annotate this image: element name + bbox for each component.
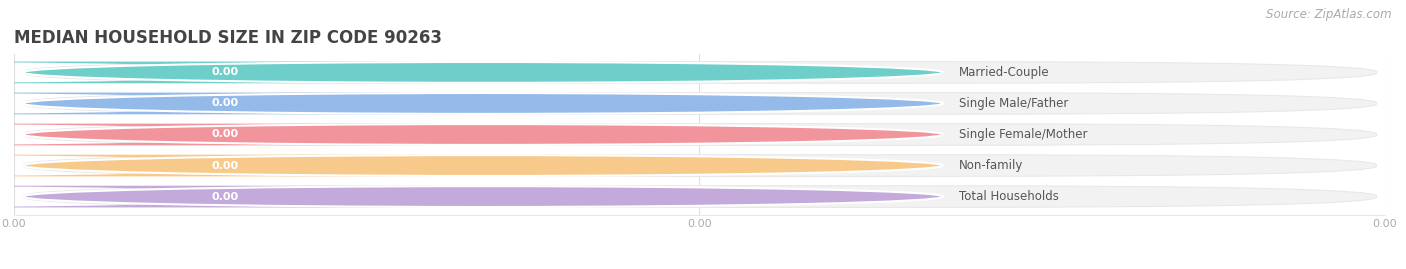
FancyBboxPatch shape [0, 62, 659, 83]
FancyBboxPatch shape [22, 62, 1376, 83]
Text: Non-family: Non-family [959, 159, 1024, 172]
Circle shape [22, 186, 943, 207]
Circle shape [22, 155, 943, 176]
FancyBboxPatch shape [0, 186, 659, 207]
Circle shape [22, 124, 943, 145]
FancyBboxPatch shape [0, 155, 659, 176]
Text: MEDIAN HOUSEHOLD SIZE IN ZIP CODE 90263: MEDIAN HOUSEHOLD SIZE IN ZIP CODE 90263 [14, 29, 441, 47]
Text: Source: ZipAtlas.com: Source: ZipAtlas.com [1267, 8, 1392, 21]
FancyBboxPatch shape [22, 93, 1376, 114]
FancyBboxPatch shape [22, 124, 1376, 145]
Text: Single Male/Father: Single Male/Father [959, 97, 1069, 110]
Text: Single Female/Mother: Single Female/Mother [959, 128, 1087, 141]
Text: 0.00: 0.00 [212, 192, 239, 201]
FancyBboxPatch shape [22, 155, 1376, 176]
Text: 0.00: 0.00 [212, 98, 239, 108]
Circle shape [22, 62, 943, 83]
Text: 0.00: 0.00 [212, 161, 239, 171]
FancyBboxPatch shape [22, 186, 1376, 207]
FancyBboxPatch shape [0, 124, 659, 145]
FancyBboxPatch shape [0, 93, 659, 114]
Text: 0.00: 0.00 [212, 129, 239, 140]
Circle shape [22, 93, 943, 114]
Text: Married-Couple: Married-Couple [959, 66, 1049, 79]
Text: 0.00: 0.00 [212, 68, 239, 77]
Text: Total Households: Total Households [959, 190, 1059, 203]
